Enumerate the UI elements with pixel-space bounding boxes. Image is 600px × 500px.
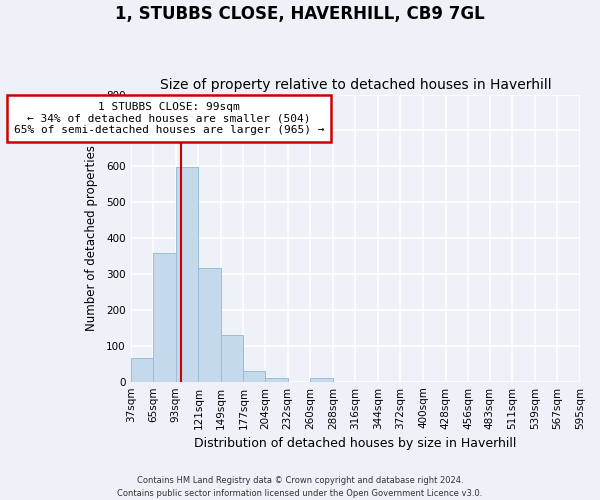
Bar: [244, 371, 265, 382]
Bar: [131, 358, 153, 382]
Text: 1, STUBBS CLOSE, HAVERHILL, CB9 7GL: 1, STUBBS CLOSE, HAVERHILL, CB9 7GL: [115, 5, 485, 23]
X-axis label: Distribution of detached houses by size in Haverhill: Distribution of detached houses by size …: [194, 437, 517, 450]
Text: Contains HM Land Registry data © Crown copyright and database right 2024.
Contai: Contains HM Land Registry data © Crown c…: [118, 476, 482, 498]
Bar: [176, 167, 199, 382]
Bar: [265, 378, 288, 382]
Bar: [221, 335, 244, 382]
Bar: [153, 253, 176, 382]
Bar: [199, 268, 221, 382]
Y-axis label: Number of detached properties: Number of detached properties: [85, 145, 98, 331]
Bar: [310, 378, 333, 382]
Text: 1 STUBBS CLOSE: 99sqm
← 34% of detached houses are smaller (504)
65% of semi-det: 1 STUBBS CLOSE: 99sqm ← 34% of detached …: [14, 102, 324, 135]
Title: Size of property relative to detached houses in Haverhill: Size of property relative to detached ho…: [160, 78, 551, 92]
